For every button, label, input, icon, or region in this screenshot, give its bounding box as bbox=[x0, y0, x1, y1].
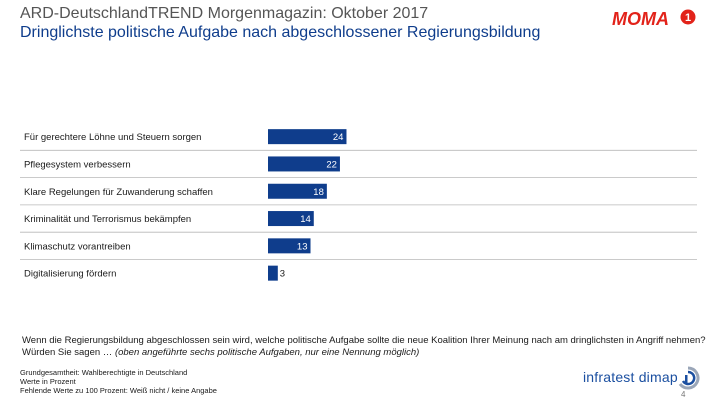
category-label: Klimaschutz vorantreiben bbox=[24, 241, 131, 252]
bar-value-label: 24 bbox=[333, 132, 344, 143]
footnote-population: Grundgesamtheit: Wahlberechtigte in Deut… bbox=[20, 368, 188, 377]
moma-logo: MOMA 1 bbox=[612, 9, 696, 28]
question-prompt: Würden Sie sagen … bbox=[22, 347, 113, 358]
ard-badge-number: 1 bbox=[685, 12, 691, 24]
infratest-dimap-logo: infratest dimap bbox=[583, 369, 678, 385]
chart-subtitle: Dringlichste politische Aufgabe nach abg… bbox=[20, 24, 541, 41]
bar bbox=[268, 183, 327, 199]
bar bbox=[268, 156, 340, 172]
bar bbox=[268, 265, 278, 281]
bar bbox=[268, 211, 314, 227]
bar-value-label: 22 bbox=[326, 159, 337, 170]
category-label: Digitalisierung fördern bbox=[24, 269, 116, 280]
ard-badge-icon bbox=[680, 9, 696, 25]
bar-value-label: 13 bbox=[297, 241, 308, 252]
page-number: 4 bbox=[681, 390, 686, 399]
category-label: Klare Regelungen für Zuwanderung schaffe… bbox=[24, 187, 213, 198]
moma-logo-text: MOMA bbox=[612, 9, 669, 28]
bar bbox=[268, 129, 347, 145]
footnote-unit: Werte in Prozent bbox=[20, 377, 76, 386]
bar bbox=[268, 238, 311, 254]
question-hint: (oben angeführte sechs politische Aufgab… bbox=[114, 347, 420, 358]
chart-rows: Für gerechtere Löhne und Steuern sorgen 2… bbox=[20, 129, 697, 281]
category-label: Kriminalität und Terrorismus bekämpfen bbox=[24, 214, 191, 225]
survey-question: Wenn die Regierungsbildung abgeschlossen… bbox=[22, 335, 707, 359]
bar-value-label: 18 bbox=[313, 187, 324, 198]
bar-value-label: 14 bbox=[300, 214, 311, 225]
footnotes: Grundgesamtheit: Wahlberechtigte in Deut… bbox=[20, 368, 217, 395]
question-prompt-line: Würden Sie sagen … (oben angeführte sech… bbox=[22, 347, 707, 359]
category-label: Für gerechtere Löhne und Steuern sorgen bbox=[24, 132, 201, 143]
bar-value-label: 3 bbox=[280, 269, 285, 280]
chart-title: ARD-DeutschlandTREND Morgenmagazin: Okto… bbox=[20, 5, 429, 22]
footnote-missing: Fehlende Werte zu 100 Prozent: Weiß nich… bbox=[20, 386, 217, 395]
category-label: Pflegesystem verbessern bbox=[24, 159, 131, 170]
infratest-dimap-mark-icon bbox=[678, 366, 700, 390]
question-text: Wenn die Regierungsbildung abgeschlossen… bbox=[22, 335, 706, 346]
